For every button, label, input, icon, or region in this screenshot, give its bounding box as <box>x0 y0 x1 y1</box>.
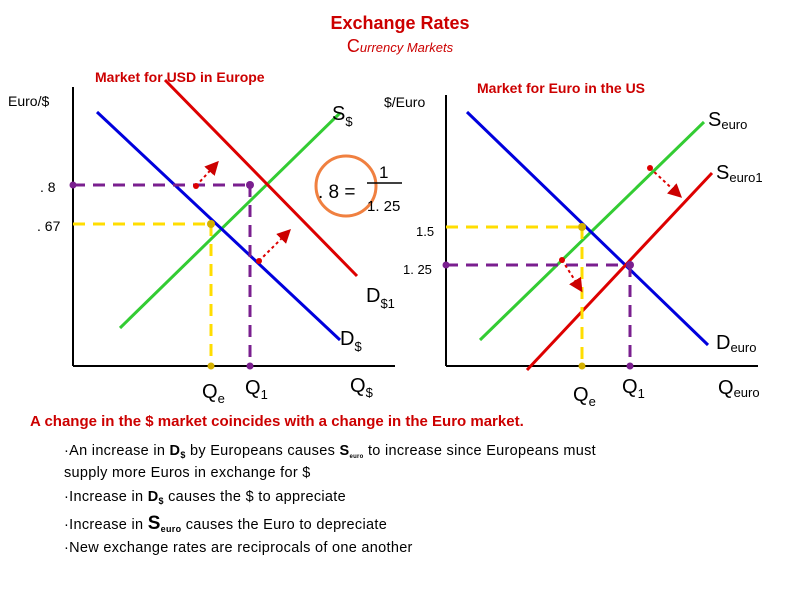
reciprocal-formula: . 8 = 1 1. 25 <box>314 154 402 218</box>
left-q1-letter: Q <box>245 377 261 399</box>
right-y-axis-label: $/Euro <box>384 94 425 110</box>
left-panel: Market for USD in Europe Euro/$ . 8 . 67… <box>8 69 395 406</box>
right-qe-dot <box>578 362 586 370</box>
right-supply-letter: S <box>708 109 721 131</box>
left-demand-letter: D <box>340 328 354 350</box>
right-qe-letter: Q <box>573 384 589 406</box>
left-q1-sub: 1 <box>261 387 268 402</box>
formula-ellipse <box>314 154 378 218</box>
left-qe-label: Qe <box>202 381 225 406</box>
formula-denominator: 1. 25 <box>367 198 400 215</box>
right-panel-heading: Market for Euro in the US <box>477 80 645 96</box>
subtitle-initial: C <box>347 36 360 56</box>
left-y-tick-high-dot <box>69 181 77 189</box>
right-q1-letter: Q <box>622 376 638 398</box>
left-x-axis-label: Q$ <box>350 375 374 400</box>
left-tick-low-label: . 67 <box>37 218 61 234</box>
left-qe-sub: e <box>218 391 225 406</box>
right-supply-shifted-label: Seuro1 <box>716 162 763 185</box>
right-demand-sub: euro <box>730 340 756 355</box>
left-x-axis-sub: $ <box>366 385 374 400</box>
left-supply-sub: $ <box>345 114 353 129</box>
right-shift-arrow-lower-dot <box>559 257 565 263</box>
formula-lhs: . 8 = <box>318 182 356 203</box>
right-supply-shifted-curve <box>525 171 714 372</box>
left-new-equilibrium-point <box>246 181 254 189</box>
left-shift-arrow-lower <box>258 229 291 262</box>
right-demand-letter: D <box>716 332 730 354</box>
right-tick-low-label: 1. 25 <box>403 262 432 277</box>
page-subtitle: Currency Markets <box>347 36 454 56</box>
right-shift-arrow-upper <box>649 167 683 198</box>
right-x-axis-label: Qeuro <box>718 377 760 400</box>
left-demand-shifted-letter: D <box>366 285 380 307</box>
right-tick-high-label: 1.5 <box>416 224 434 239</box>
left-demand-shifted-sub: $1 <box>380 296 394 311</box>
left-demand-curve <box>95 110 342 342</box>
left-demand-shifted-label: D$1 <box>366 285 395 311</box>
left-q1-dot <box>246 362 254 370</box>
right-demand-curve <box>465 110 710 347</box>
right-panel: Market for Euro in the US $/Euro 1.5 1. … <box>384 80 763 409</box>
left-panel-heading: Market for USD in Europe <box>95 69 265 85</box>
right-x-axis-sub: euro <box>734 385 760 400</box>
left-demand-sub: $ <box>354 339 362 354</box>
right-q1-sub: 1 <box>638 386 645 401</box>
left-x-axis-letter: Q <box>350 375 366 397</box>
left-qe-letter: Q <box>202 381 218 403</box>
left-shift-arrow-upper <box>195 160 219 187</box>
right-shift-arrow-upper-dot <box>647 165 653 171</box>
left-qe-dot <box>207 362 215 370</box>
right-x-axis-letter: Q <box>718 377 734 399</box>
left-demand-label: D$ <box>340 328 362 354</box>
right-qe-label: Qe <box>573 384 596 409</box>
right-demand-label: Deuro <box>716 332 756 355</box>
left-tick-high-label: . 8 <box>40 179 56 195</box>
right-qe-sub: e <box>589 394 596 409</box>
left-supply-label: S$ <box>332 103 353 129</box>
right-supply-shifted-sub: euro1 <box>729 170 762 185</box>
left-equilibrium-point <box>207 220 215 228</box>
right-equilibrium-point <box>578 223 586 231</box>
right-supply-sub: euro <box>721 117 747 132</box>
page-title: Exchange Rates <box>330 13 469 33</box>
left-supply-letter: S <box>332 103 345 125</box>
left-supply-curve <box>118 111 342 330</box>
right-y-tick-low-dot <box>442 261 450 269</box>
right-q1-label: Q1 <box>622 376 645 401</box>
right-q1-dot <box>626 362 634 370</box>
left-q1-label: Q1 <box>245 377 268 402</box>
left-shift-arrow-lower-dot <box>256 258 262 264</box>
formula-numerator: 1 <box>379 163 388 182</box>
left-shift-arrow-upper-dot <box>193 183 199 189</box>
left-y-axis-label: Euro/$ <box>8 93 49 109</box>
right-new-equilibrium-point <box>626 261 634 269</box>
subtitle-rest: urrency Markets <box>360 40 454 55</box>
right-supply-shifted-letter: S <box>716 162 729 184</box>
right-supply-label: Seuro <box>708 109 747 132</box>
left-demand-shifted-curve <box>163 78 359 278</box>
